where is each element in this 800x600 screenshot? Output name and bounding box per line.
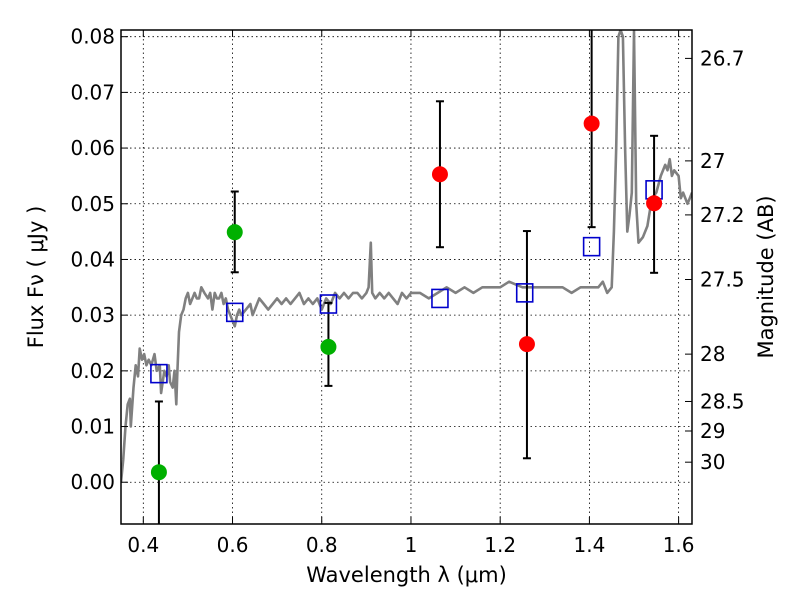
model-photometry-square xyxy=(582,236,601,257)
y-tick-label: 0.00 xyxy=(70,470,115,494)
spectrum-layer xyxy=(121,30,692,483)
right-tick-label: 28 xyxy=(700,342,725,366)
x-tick-label: 0.6 xyxy=(217,533,249,557)
error-bars xyxy=(154,30,659,524)
flux-point xyxy=(150,464,167,481)
model-photometry-square xyxy=(319,294,338,314)
right-tick-label: 27.2 xyxy=(700,203,745,227)
y-tick-label: 0.01 xyxy=(70,415,115,439)
x-tick-label: 0.4 xyxy=(127,533,159,557)
y-tick-label: 0.08 xyxy=(70,25,115,49)
model-photometry-square xyxy=(431,288,449,309)
flux-point xyxy=(320,338,337,355)
flux-point xyxy=(646,195,663,212)
y-axis-label: Flux Fν ( μJy ) xyxy=(24,206,48,349)
flux-point xyxy=(226,224,243,241)
flux-point xyxy=(518,336,535,353)
flux-point xyxy=(431,166,448,183)
plot-frame xyxy=(120,29,693,525)
right-tick-label: 29 xyxy=(700,419,725,443)
y-tick-label: 0.07 xyxy=(70,80,115,104)
right-tick-label: 28.5 xyxy=(700,389,745,413)
y-tick-label: 0.03 xyxy=(70,303,115,327)
y-axis-label-right: Magnitude (AB) xyxy=(754,195,778,358)
model-photometry-square xyxy=(515,283,534,303)
x-tick-label: 0.8 xyxy=(306,533,338,557)
right-tick-label: 27.5 xyxy=(700,268,745,292)
y-tick-label: 0.05 xyxy=(70,192,115,216)
right-tick-label: 26.7 xyxy=(700,46,745,70)
y-tick-label: 0.06 xyxy=(70,136,115,160)
x-tick-label: 1.6 xyxy=(663,533,695,557)
x-tick-label: 1.2 xyxy=(484,533,516,557)
x-tick-label: 1.4 xyxy=(573,533,605,557)
y-tick-label: 0.04 xyxy=(70,247,115,271)
right-tick-label: 27 xyxy=(700,149,725,173)
model-photometry-square xyxy=(150,363,168,384)
right-tick-label: 30 xyxy=(700,450,725,474)
grid xyxy=(121,30,692,524)
markers xyxy=(150,115,663,481)
spectrum-line xyxy=(121,30,692,483)
ticks: 0.4 0.6 0.8 1 1.2 1.4 1.6 0.00 0.01 0.02 0.03 0.04 0… xyxy=(70,25,744,557)
flux-point xyxy=(583,115,600,132)
x-axis-label: Wavelength λ (μm) xyxy=(306,563,507,587)
x-tick-label: 1 xyxy=(405,533,418,557)
model-photometry-square xyxy=(225,302,244,323)
y-tick-label: 0.02 xyxy=(70,359,115,383)
